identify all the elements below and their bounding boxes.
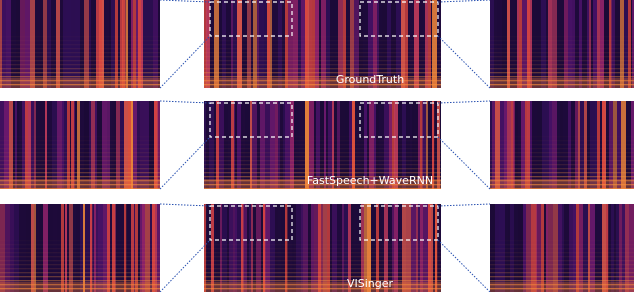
zoom-box	[359, 102, 439, 138]
harmonics	[0, 234, 160, 292]
panel-label: VISinger	[347, 277, 394, 290]
panel-label: FastSpeech+WaveRNN	[307, 174, 433, 187]
harmonics	[490, 30, 634, 88]
zoom-link	[437, 203, 491, 207]
harmonics	[0, 131, 160, 189]
zoom-link	[437, 35, 491, 89]
panel-label: GroundTruth	[336, 73, 404, 86]
low-band	[204, 179, 441, 189]
zoom-link	[437, 136, 491, 190]
low-band	[0, 78, 160, 88]
zoom-link	[159, 100, 211, 104]
zoom-link	[159, 203, 211, 207]
low-band	[490, 282, 634, 292]
zoom-box	[359, 205, 439, 241]
zoom-link	[437, 0, 491, 3]
panel-row: GroundTruth	[0, 0, 634, 89]
zoom-link	[159, 239, 211, 292]
zoom-box	[359, 1, 439, 37]
zoom-box	[209, 205, 293, 241]
panel-row: VISinger	[0, 203, 634, 292]
low-band	[204, 282, 441, 292]
zoom-link	[159, 35, 211, 89]
zoom-box	[209, 1, 293, 37]
harmonics	[204, 234, 441, 292]
low-band	[204, 78, 441, 88]
zoom-link	[437, 100, 491, 104]
low-band	[0, 282, 160, 292]
zoom-box	[209, 102, 293, 138]
harmonics	[490, 131, 634, 189]
zoom-link	[159, 136, 211, 190]
low-band	[490, 179, 634, 189]
panel-row: FastSpeech+WaveRNN	[0, 100, 634, 190]
harmonics	[0, 30, 160, 88]
harmonics	[204, 30, 441, 88]
zoom-link	[159, 0, 211, 3]
low-band	[0, 179, 160, 189]
harmonics	[204, 131, 441, 189]
harmonics	[490, 234, 634, 292]
zoom-link	[437, 239, 491, 292]
low-band	[490, 78, 634, 88]
